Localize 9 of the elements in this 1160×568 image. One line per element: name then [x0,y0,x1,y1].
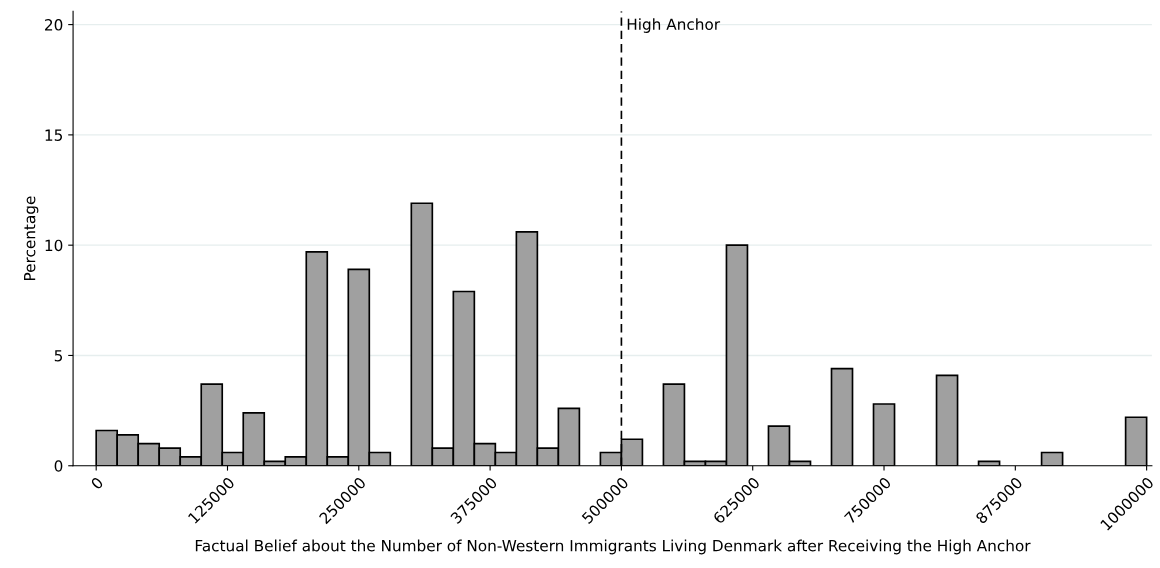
y-tick-label: 15 [45,129,63,141]
y-tick-label: 10 [45,239,63,252]
y-axis-title: Percentage [24,196,39,281]
x-tick-label: 0 [90,476,104,491]
y-tick-label: 0 [54,460,63,472]
x-axis-title: Factual Belief about the Number of Non-Western Immigrants Living Denmark after Receiving the High Anchor [195,539,1031,555]
ref-line-label: High Anchor [627,18,721,33]
y-tick-label: 20 [45,19,63,31]
y-tick-label: 5 [54,350,63,362]
